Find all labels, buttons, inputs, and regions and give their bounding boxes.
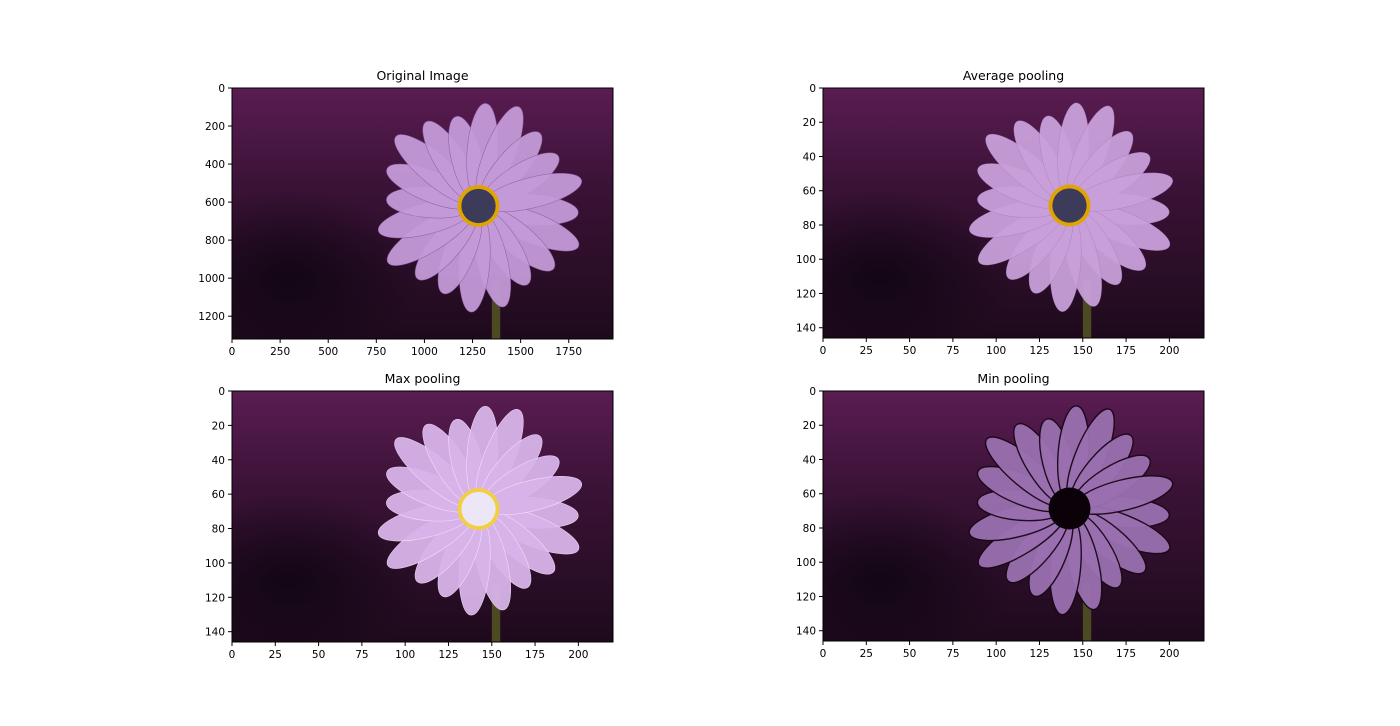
axes-frame	[231, 390, 614, 643]
y-tick-label: 120	[796, 591, 816, 603]
subplot-original: Original Image 0 250 500 750 1000 1250 1500 1750…	[198, 68, 614, 358]
x-tick-label: 150	[1073, 345, 1093, 357]
axes-frame	[822, 390, 1205, 642]
x-tick-label: 200	[568, 649, 588, 661]
x-tick-label: 25	[269, 649, 282, 661]
axes-frame	[822, 87, 1205, 339]
x-tick-label: 75	[355, 649, 368, 661]
x-tick-label: 0	[820, 345, 827, 357]
y-tick-label: 120	[205, 592, 225, 604]
y-tick-label: 60	[803, 186, 816, 198]
stem	[1082, 583, 1092, 641]
x-tick-label: 50	[312, 649, 325, 661]
x-tick-label: 750	[366, 346, 386, 358]
y-tick-label: 40	[212, 455, 225, 467]
image-average	[823, 88, 1204, 338]
y-tick-label: 80	[803, 220, 816, 232]
y-tick-label: 100	[796, 557, 816, 569]
x-tick-label: 25	[860, 345, 873, 357]
subplot-title: Min pooling	[977, 371, 1049, 386]
x-tick-label: 0	[229, 649, 236, 661]
y-tick-label: 0	[218, 83, 225, 95]
x-tick-label: 50	[903, 345, 916, 357]
x-tick-label: 1250	[459, 346, 486, 358]
y-tick-label: 40	[803, 151, 816, 163]
subplot-max: Max pooling 0 25 50 75 100 125 150 175 200 0 20 40 60…	[205, 371, 614, 661]
x-tick-label: 75	[946, 648, 959, 660]
flower-center	[1052, 491, 1087, 526]
y-tick-label: 200	[205, 121, 225, 133]
subplot-min: Min pooling 0 25 50 75 100 125 150 175 200 0 20 40 60…	[796, 371, 1205, 660]
x-tick-label: 175	[1116, 345, 1136, 357]
x-tick-label: 175	[525, 649, 545, 661]
y-tick-label: 80	[803, 523, 816, 535]
stem	[491, 281, 501, 339]
x-tick-label: 125	[1029, 648, 1049, 660]
x-tick-label: 150	[1073, 648, 1093, 660]
x-tick-label: 1000	[411, 346, 438, 358]
x-tick-label: 200	[1159, 345, 1179, 357]
x-tick-label: 25	[860, 648, 873, 660]
y-tick-label: 120	[796, 288, 816, 300]
y-tick-label: 0	[809, 386, 816, 398]
x-tick-label: 250	[270, 346, 290, 358]
x-tick-label: 0	[820, 648, 827, 660]
y-tick-label: 140	[796, 323, 816, 335]
x-tick-label: 200	[1159, 648, 1179, 660]
y-tick-label: 100	[796, 254, 816, 266]
subplot-average: Average pooling 0 25 50 75 100 125 150 175 200 0 20…	[796, 68, 1205, 357]
x-tick-label: 125	[438, 649, 458, 661]
y-tick-label: 100	[205, 558, 225, 570]
x-tick-label: 150	[482, 649, 502, 661]
x-tick-label: 0	[229, 346, 236, 358]
x-tick-label: 75	[946, 345, 959, 357]
y-tick-label: 80	[212, 524, 225, 536]
y-tick-label: 800	[205, 235, 225, 247]
image-original	[232, 88, 613, 339]
subplot-title: Average pooling	[963, 68, 1064, 83]
flower-center	[461, 188, 496, 224]
x-tick-label: 100	[986, 345, 1006, 357]
flower-center	[461, 491, 496, 527]
y-tick-label: 40	[803, 454, 816, 466]
image-max	[232, 391, 613, 642]
subplot-title: Original Image	[376, 68, 468, 83]
x-tick-label: 1500	[507, 346, 534, 358]
x-tick-label: 1750	[555, 346, 582, 358]
axes-frame	[231, 87, 614, 340]
y-tick-label: 140	[205, 627, 225, 639]
y-tick-label: 20	[803, 420, 816, 432]
subplot-title: Max pooling	[385, 371, 461, 386]
y-tick-label: 60	[212, 489, 225, 501]
x-tick-label: 125	[1029, 345, 1049, 357]
y-tick-label: 0	[218, 386, 225, 398]
x-tick-label: 50	[903, 648, 916, 660]
y-tick-label: 400	[205, 159, 225, 171]
x-tick-label: 100	[395, 649, 415, 661]
y-tick-label: 140	[796, 626, 816, 638]
y-tick-label: 600	[205, 197, 225, 209]
y-tick-label: 20	[803, 117, 816, 129]
y-tick-label: 1200	[198, 311, 225, 323]
x-tick-label: 500	[318, 346, 338, 358]
y-tick-label: 20	[212, 420, 225, 432]
x-tick-label: 100	[986, 648, 1006, 660]
y-tick-label: 1000	[198, 273, 225, 285]
x-tick-label: 175	[1116, 648, 1136, 660]
stem	[491, 584, 501, 642]
y-tick-label: 60	[803, 489, 816, 501]
image-min	[823, 391, 1204, 641]
flower-center	[1052, 188, 1087, 223]
stem	[1082, 280, 1092, 338]
y-tick-label: 0	[809, 83, 816, 95]
